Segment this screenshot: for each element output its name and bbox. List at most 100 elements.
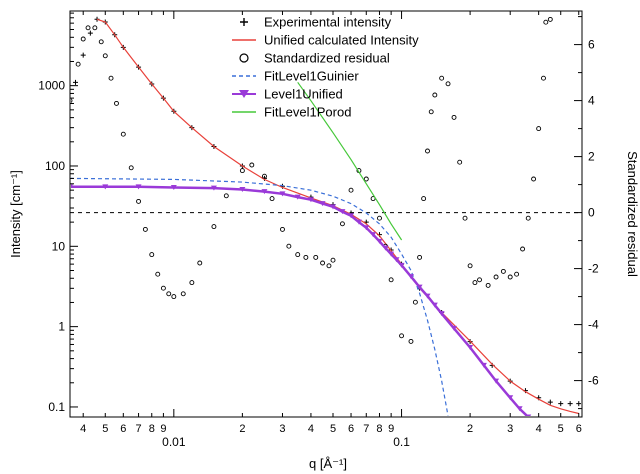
- residual-point: [457, 159, 463, 165]
- legend-label: Level1Unified: [264, 87, 343, 102]
- plot-frame: [69, 10, 583, 418]
- residual-point: [166, 291, 172, 297]
- level1-point: [431, 302, 438, 308]
- x-tick-label: 0.1: [393, 435, 410, 449]
- residual-point: [462, 215, 468, 221]
- residual-point: [408, 338, 414, 344]
- x-tick-label: 9: [388, 423, 394, 435]
- residual-point: [295, 252, 301, 258]
- level1-point: [71, 184, 73, 188]
- level1-point: [239, 186, 246, 192]
- legend-label: FitLevel1Guinier: [264, 69, 359, 84]
- residual-point: [120, 131, 126, 137]
- level1-point: [516, 406, 523, 412]
- residual-point: [421, 196, 427, 202]
- legend-label: Standardized residual: [264, 51, 390, 66]
- y2-tick-label: 6: [588, 38, 595, 52]
- experimental-point: [558, 401, 564, 407]
- residual-point: [286, 243, 292, 249]
- residual-point: [541, 75, 546, 81]
- residual-point: [128, 165, 134, 171]
- residual-point: [92, 25, 98, 31]
- residual-point: [467, 263, 473, 269]
- residual-point: [160, 285, 166, 291]
- x-tick-label: 6: [120, 423, 126, 435]
- residual-point: [339, 221, 345, 227]
- residual-point: [171, 294, 177, 300]
- level1-point: [370, 232, 377, 238]
- residual-point: [330, 257, 336, 263]
- residual-point: [180, 291, 186, 297]
- experimental-point: [576, 401, 581, 407]
- residual-point: [536, 126, 542, 132]
- experimental-point: [547, 399, 553, 405]
- residual-point: [477, 277, 482, 283]
- level1-point: [424, 293, 431, 299]
- level1-point: [376, 238, 383, 244]
- residual-point: [326, 263, 332, 269]
- x-tick-label: 5: [330, 423, 336, 435]
- legend-entry-porod: FitLevel1Porod: [232, 105, 351, 120]
- y-tick-label: 0.1: [48, 400, 65, 414]
- x-tick-label: 9: [160, 423, 166, 435]
- level1-point: [363, 225, 370, 231]
- residual-point: [412, 299, 418, 305]
- level1-point: [102, 184, 109, 190]
- level1-point: [261, 189, 268, 195]
- residual-point: [75, 61, 81, 67]
- x-tick-label: 6: [576, 423, 582, 435]
- residual-point: [223, 193, 229, 199]
- level1-point: [330, 204, 337, 210]
- y2-tick-label: -2: [588, 262, 599, 276]
- residual-point: [80, 36, 86, 42]
- legend-label: FitLevel1Porod: [264, 105, 351, 120]
- level1-point: [294, 194, 301, 200]
- x-tick-label: 4: [80, 423, 86, 435]
- x-tick-label: 6: [348, 423, 354, 435]
- residual-point: [451, 114, 457, 120]
- level1-point: [348, 213, 355, 219]
- level1-point: [355, 219, 362, 225]
- level1-point: [135, 184, 142, 190]
- residual-point: [493, 274, 499, 280]
- residual-point: [98, 39, 104, 45]
- residual-point: [313, 254, 319, 260]
- residual-point: [514, 271, 520, 277]
- residual-point: [525, 215, 531, 221]
- level1-point: [438, 311, 445, 317]
- residual-point: [239, 168, 245, 174]
- axes-layer: 0.01 0.14 5 6 7 8 9 2 3 4 5 6 7 8 9 2 3 4 5 60.11101001000-…: [38, 11, 599, 449]
- residual-point: [507, 274, 513, 280]
- legend-entry-unified: Unified calculated Intensity: [232, 33, 419, 48]
- legend-triangle-symbol: [239, 90, 249, 98]
- legend-label: Unified calculated Intensity: [264, 33, 419, 48]
- x-tick-label: 2: [467, 423, 473, 435]
- experimental-point: [72, 79, 78, 85]
- residual-point: [303, 254, 309, 260]
- y-tick-label: 1000: [38, 79, 65, 93]
- residual-point: [425, 148, 430, 154]
- x-tick-label: 5: [102, 423, 108, 435]
- series-layer: [71, 16, 581, 416]
- residual-point: [520, 246, 526, 252]
- residual-point: [439, 75, 445, 81]
- level1-point: [467, 344, 474, 350]
- residual-point: [136, 198, 142, 204]
- residual-point: [388, 277, 394, 283]
- residual-point: [432, 92, 438, 98]
- x-tick-label: 7: [363, 423, 369, 435]
- residual-point: [543, 19, 549, 25]
- level1unified-line: [71, 185, 529, 416]
- residual-point: [249, 162, 255, 168]
- residual-point: [417, 254, 423, 260]
- residual-point: [261, 173, 267, 179]
- legend: Experimental intensity Unified calculated…: [232, 15, 419, 120]
- residual-point: [108, 75, 114, 81]
- legend-label: Experimental intensity: [264, 15, 392, 30]
- y-axis-label: Intensity [cm⁻¹]: [8, 170, 23, 258]
- residual-point: [472, 280, 478, 286]
- residual-point: [102, 53, 108, 59]
- y2-tick-label: -6: [588, 374, 599, 388]
- x-tick-label: 4: [308, 423, 314, 435]
- residual-point: [155, 271, 161, 277]
